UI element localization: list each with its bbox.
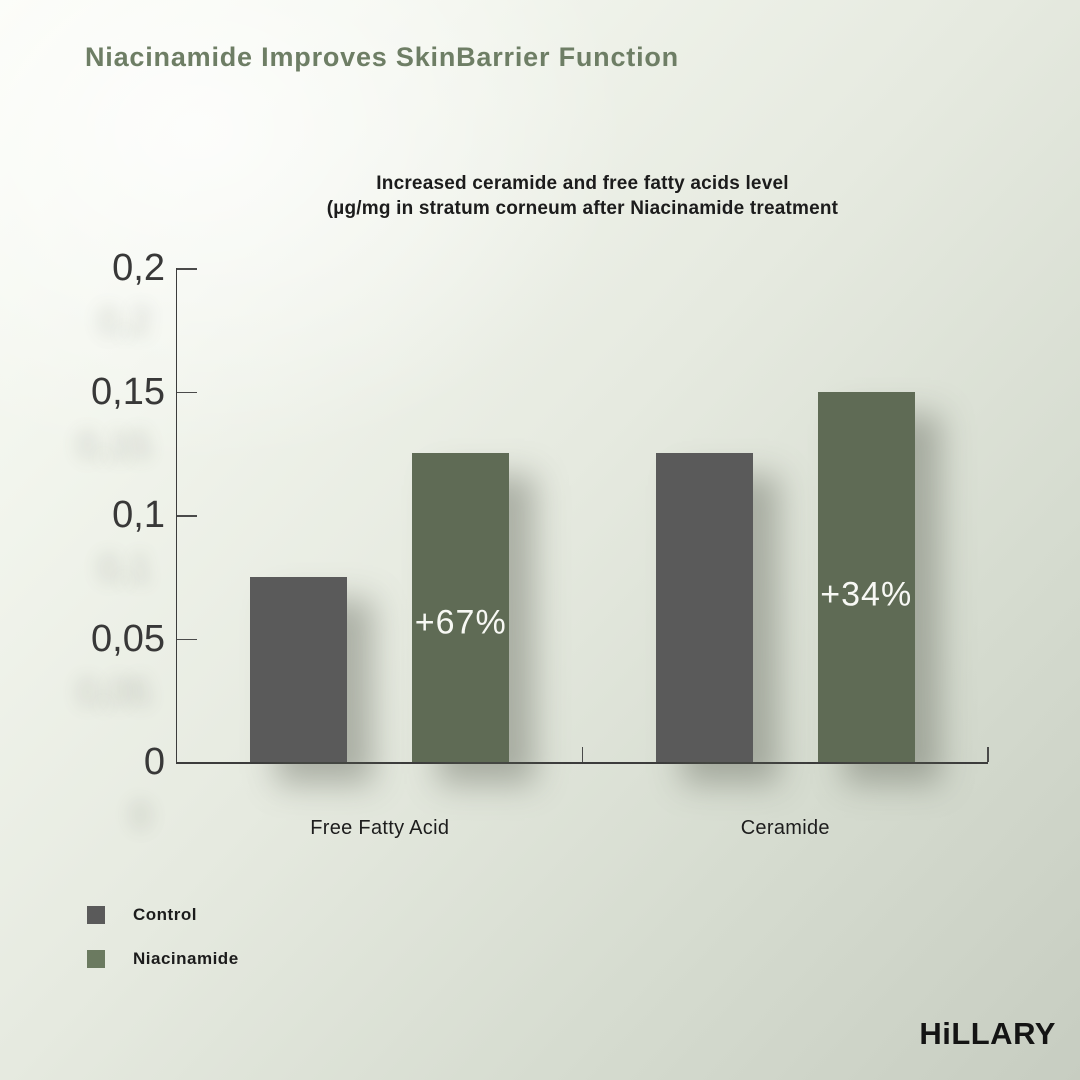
y-axis-tick-label: 0,15 xyxy=(91,370,165,413)
y-axis-tick xyxy=(177,268,197,270)
bar-control-ceramide xyxy=(655,453,753,762)
y-axis-tick-label: 0 xyxy=(143,741,165,783)
y-axis-tick xyxy=(177,638,197,640)
chart-title-line1: Increased ceramide and free fatty acids … xyxy=(376,173,789,194)
bar-value-label: +67% xyxy=(414,603,507,642)
legend-swatch-control xyxy=(87,906,105,924)
chart-legend: Control Niacinamide xyxy=(87,905,239,969)
legend-item-control: Control xyxy=(87,905,239,925)
y-axis-tick xyxy=(177,515,197,517)
legend-item-niacinamide: Niacinamide xyxy=(87,949,239,969)
y-axis-tick-label: 0,1 xyxy=(112,494,165,536)
legend-swatch-niacinamide xyxy=(87,950,105,968)
bar-control-free-fatty-acid xyxy=(250,576,348,762)
chart-title-line2: (µg/mg in stratum corneum after Niacinam… xyxy=(326,198,839,219)
x-axis-line xyxy=(175,762,988,764)
brand-logo: HiLLARY xyxy=(919,1016,1056,1051)
legend-label: Control xyxy=(133,905,197,924)
legend-label: Niacinamide xyxy=(133,949,239,968)
x-axis-category-label: Ceramide xyxy=(740,817,830,839)
bar-value-label: +34% xyxy=(820,575,913,614)
y-axis-tick-label: 0,2 xyxy=(112,247,165,289)
x-axis-category-label: Free Fatty Acid xyxy=(310,817,450,839)
x-axis-tick xyxy=(581,747,583,762)
y-axis-tick-label: 0,05 xyxy=(91,617,165,660)
x-axis-tick xyxy=(987,747,989,762)
bar-niacinamide-ceramide: +34% xyxy=(817,391,915,762)
chart-title: Increased ceramide and free fatty acids … xyxy=(177,171,988,221)
y-axis-tick xyxy=(177,391,197,393)
y-axis-line xyxy=(175,268,177,762)
page-title: Niacinamide Improves SkinBarrier Functio… xyxy=(85,42,679,72)
bar-niacinamide-free-fatty-acid: +67% xyxy=(412,453,510,762)
